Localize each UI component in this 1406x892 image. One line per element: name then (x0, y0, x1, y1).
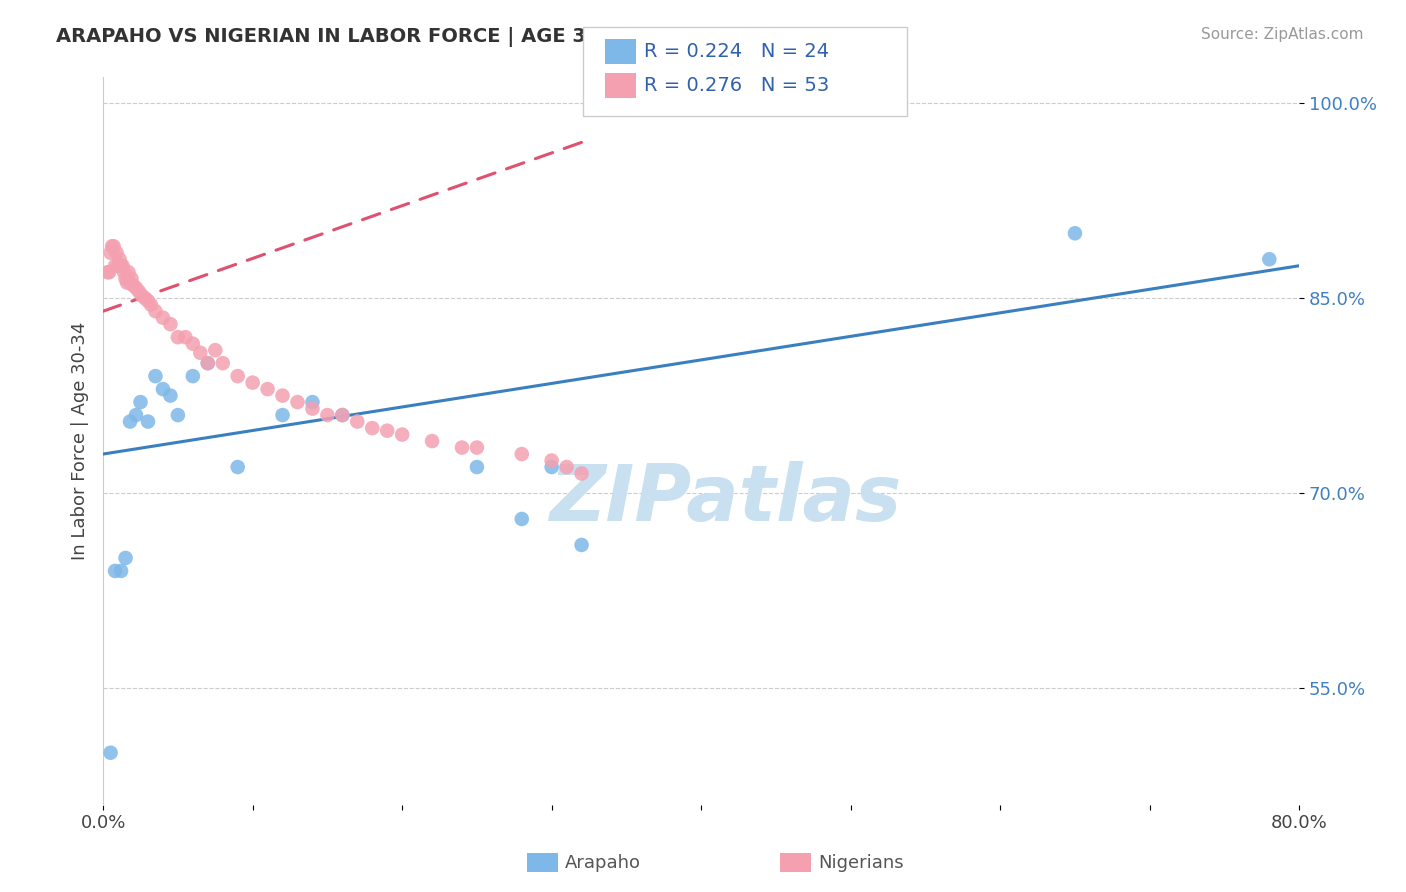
Point (181, 336, 204, 351)
Point (125, 408, 148, 422)
Y-axis label: In Labor Force | Age 30-34: In Labor Force | Age 30-34 (72, 322, 89, 560)
Point (159, 317, 181, 331)
Point (145, 304, 167, 318)
Point (131, 288, 153, 302)
Point (211, 356, 233, 370)
Point (159, 389, 181, 403)
Point (98, 265, 121, 279)
Point (346, 415, 368, 429)
Point (115, 276, 138, 290)
Point (110, 259, 132, 273)
Point (117, 265, 139, 279)
Point (420, 434, 443, 448)
Point (271, 408, 294, 422)
Point (510, 512, 533, 526)
Point (145, 369, 167, 384)
Point (271, 389, 294, 403)
Point (112, 265, 135, 279)
Point (375, 424, 398, 438)
Point (167, 408, 190, 422)
Point (226, 460, 249, 475)
Point (510, 447, 533, 461)
Point (114, 550, 136, 565)
Point (100, 746, 122, 760)
Point (555, 460, 578, 475)
Point (114, 271, 136, 285)
Point (136, 293, 159, 308)
Point (465, 441, 488, 455)
Point (152, 382, 174, 396)
Point (330, 408, 353, 422)
Point (118, 415, 141, 429)
Point (167, 330, 190, 344)
Point (204, 343, 226, 358)
Point (540, 460, 562, 475)
Text: ARAPAHO VS NIGERIAN IN LABOR FORCE | AGE 30-34 CORRELATION CHART: ARAPAHO VS NIGERIAN IN LABOR FORCE | AGE… (56, 27, 875, 46)
Point (125, 281, 148, 295)
Point (197, 356, 219, 370)
Point (122, 278, 145, 293)
Point (105, 245, 128, 260)
Point (97, 265, 120, 279)
Text: Source: ZipAtlas.com: Source: ZipAtlas.com (1201, 27, 1364, 42)
Point (301, 395, 323, 409)
Point (104, 564, 127, 578)
Point (108, 252, 131, 267)
Point (226, 369, 249, 384)
Point (134, 291, 156, 305)
Point (391, 427, 413, 442)
Point (110, 564, 132, 578)
Text: ZIPatlas: ZIPatlas (548, 461, 901, 537)
Point (104, 259, 127, 273)
Point (197, 356, 219, 370)
Point (1258, 252, 1281, 267)
Point (107, 259, 129, 273)
Point (152, 310, 174, 325)
Point (361, 421, 384, 435)
Point (287, 395, 309, 409)
Point (330, 408, 353, 422)
Point (242, 376, 264, 390)
Text: R = 0.276   N = 53: R = 0.276 N = 53 (644, 76, 830, 95)
Point (540, 453, 562, 467)
Point (118, 276, 141, 290)
Point (101, 239, 124, 253)
Point (181, 369, 204, 384)
Text: Arapaho: Arapaho (565, 854, 641, 871)
Point (139, 298, 162, 312)
Point (571, 538, 593, 552)
Point (121, 271, 143, 285)
Point (188, 345, 211, 359)
Point (465, 460, 488, 475)
Point (136, 415, 159, 429)
Point (451, 441, 474, 455)
Point (100, 245, 122, 260)
Point (174, 330, 197, 344)
Point (571, 467, 593, 481)
Point (103, 239, 125, 253)
Point (128, 285, 150, 299)
Text: R = 0.224   N = 24: R = 0.224 N = 24 (644, 42, 830, 62)
Point (301, 401, 323, 416)
Point (1064, 227, 1087, 241)
Point (316, 408, 339, 422)
Point (111, 259, 134, 273)
Point (256, 382, 278, 396)
Text: Nigerians: Nigerians (818, 854, 904, 871)
Point (129, 395, 152, 409)
